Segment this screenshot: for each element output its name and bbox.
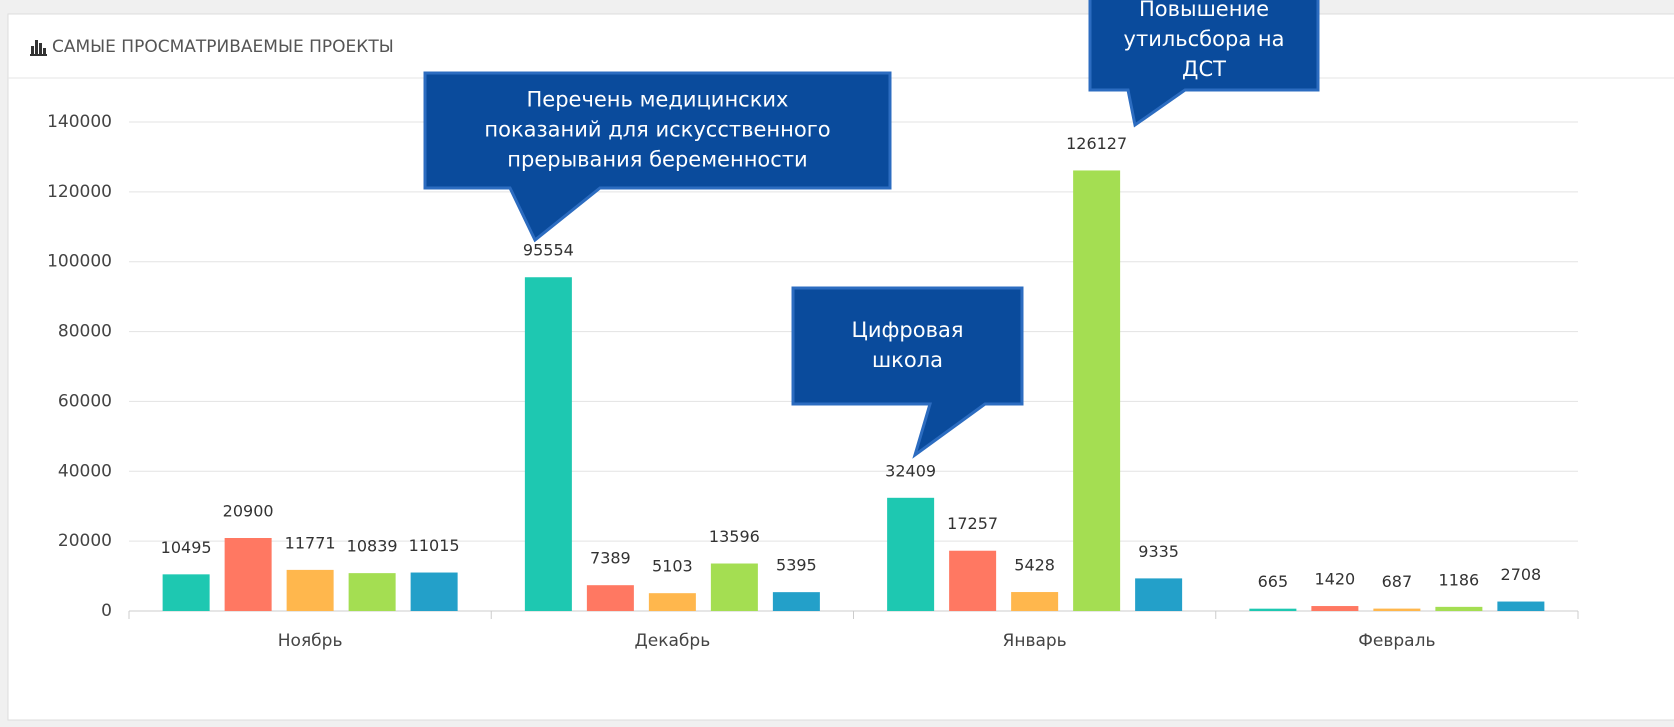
bar <box>524 277 572 611</box>
callout <box>423 71 892 243</box>
y-tick-label: 0 <box>101 601 112 621</box>
value-label: 5103 <box>652 557 693 576</box>
x-tick-label: Февраль <box>1358 631 1435 651</box>
callout <box>791 286 1024 459</box>
bar <box>410 572 458 611</box>
value-label: 7389 <box>590 549 631 568</box>
value-label: 20900 <box>223 501 274 520</box>
value-label: 9335 <box>1138 542 1179 561</box>
bar <box>1435 606 1483 611</box>
callout-text: утильсбора на <box>1124 27 1285 51</box>
value-label: 5395 <box>776 556 817 575</box>
value-label: 5428 <box>1014 556 1055 575</box>
callout-text: показаний для искусственного <box>484 118 830 142</box>
y-tick-label: 20000 <box>58 531 112 551</box>
value-label: 95554 <box>523 241 574 260</box>
x-tick-label: Январь <box>1003 631 1067 651</box>
bar <box>887 497 935 611</box>
callout-text: школа <box>872 348 943 372</box>
callout-text: Повышение <box>1139 0 1269 21</box>
value-label: 1420 <box>1315 570 1356 589</box>
bar <box>1311 606 1359 611</box>
value-label: 1186 <box>1439 570 1480 589</box>
bar <box>348 573 396 611</box>
x-tick-label: Ноябрь <box>278 631 343 651</box>
value-label: 32409 <box>885 461 936 480</box>
bar <box>710 563 758 611</box>
bar <box>1073 170 1121 611</box>
bar <box>949 550 997 611</box>
callout-text: Перечень медицинских <box>527 88 789 112</box>
callout <box>1088 0 1320 128</box>
bar <box>162 574 210 611</box>
bar <box>1249 608 1297 611</box>
value-label: 687 <box>1382 572 1413 591</box>
bar <box>1497 601 1545 611</box>
bar <box>586 585 634 611</box>
value-label: 10495 <box>161 538 212 557</box>
value-label: 13596 <box>709 527 760 546</box>
value-label: 11771 <box>285 533 336 552</box>
bar <box>1135 578 1183 611</box>
y-tick-label: 80000 <box>58 322 112 342</box>
title-icon <box>30 40 47 56</box>
value-label: 2708 <box>1501 565 1542 584</box>
value-label: 17257 <box>947 514 998 533</box>
y-tick-label: 140000 <box>47 112 112 132</box>
callout-text: Цифровая <box>852 318 964 342</box>
y-tick-label: 60000 <box>58 391 112 411</box>
chart-title: САМЫЕ ПРОСМАТРИВАЕМЫЕ ПРОЕКТЫ <box>52 37 394 57</box>
bar <box>1373 608 1421 611</box>
bar <box>224 537 272 611</box>
callout-text: прерывания беременности <box>507 148 807 172</box>
value-label: 10839 <box>347 537 398 556</box>
y-tick-label: 120000 <box>47 182 112 202</box>
value-label: 11015 <box>409 536 460 555</box>
y-tick-label: 40000 <box>58 461 112 481</box>
bar <box>772 592 820 611</box>
bar <box>1011 592 1059 611</box>
callout-text: ДСТ <box>1182 57 1226 81</box>
bar <box>286 569 334 611</box>
value-label: 665 <box>1258 572 1289 591</box>
value-label: 126127 <box>1066 134 1127 153</box>
x-tick-label: Декабрь <box>635 631 711 651</box>
y-tick-label: 100000 <box>47 252 112 272</box>
bar <box>648 593 696 611</box>
